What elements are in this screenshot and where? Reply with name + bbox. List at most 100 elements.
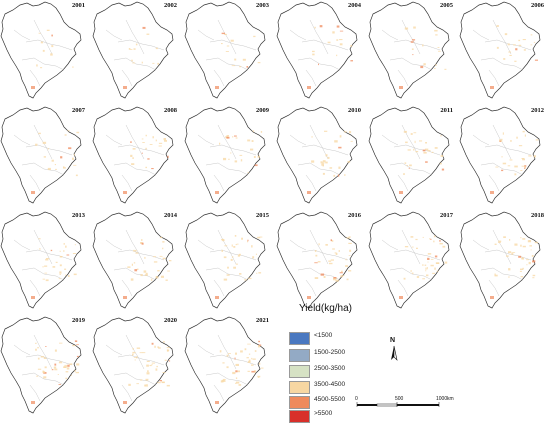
yield-pixel <box>251 364 254 366</box>
map-outline <box>0 1 82 99</box>
yield-pixel <box>219 350 222 353</box>
yield-pixel <box>516 136 518 139</box>
yield-pixel <box>426 274 429 277</box>
yield-pixel <box>429 238 431 240</box>
yield-pixel <box>338 146 342 149</box>
yield-pixel <box>239 273 242 275</box>
yield-pixel <box>50 53 53 56</box>
internal-border <box>397 69 409 87</box>
yield-pixel <box>520 170 523 171</box>
yield-pixel <box>350 45 353 47</box>
yield-pixel <box>339 39 343 41</box>
internal-border <box>297 57 341 71</box>
legend-swatch <box>289 396 310 409</box>
yield-pixel <box>44 265 48 267</box>
yield-pixel <box>63 243 65 245</box>
yield-pixel <box>522 158 525 161</box>
yield-pixel <box>235 244 238 246</box>
yield-pixel <box>231 65 236 67</box>
yield-pixel <box>38 238 41 240</box>
region-boundary <box>276 211 358 309</box>
yield-pixel <box>223 278 228 281</box>
yield-pixel <box>141 152 143 154</box>
year-label: 2018 <box>531 212 544 219</box>
yield-pixel <box>520 268 523 270</box>
yield-pixel <box>346 237 350 239</box>
yield-pixel <box>47 148 49 150</box>
map-outline <box>368 211 450 309</box>
internal-border <box>309 229 329 265</box>
yield-pixel <box>57 374 59 375</box>
yield-pixel <box>339 43 343 46</box>
north-arrow-icon <box>391 345 398 361</box>
yield-pixel <box>162 257 166 260</box>
yield-pixel <box>149 144 153 145</box>
yield-pixel <box>335 252 338 255</box>
legend-swatch <box>289 381 310 394</box>
yield-pixel <box>47 167 51 171</box>
yield-pixel <box>344 131 347 133</box>
yield-pixel <box>416 247 418 249</box>
yield-pixel <box>399 86 403 89</box>
year-label: 2015 <box>256 212 269 219</box>
yield-pixel <box>159 255 163 257</box>
yield-pixel <box>40 41 44 44</box>
year-label: 2013 <box>72 212 85 219</box>
yield-pixel <box>324 130 328 132</box>
yield-pixel <box>239 66 242 68</box>
region-boundary <box>368 211 450 309</box>
yield-pixel <box>253 35 256 38</box>
yield-pixel <box>247 361 251 363</box>
internal-border <box>13 239 31 251</box>
map-panel: 2017 <box>368 210 459 313</box>
yield-pixel <box>529 245 532 247</box>
map-outline <box>184 1 266 99</box>
yield-pixel <box>522 267 524 270</box>
yield-pixel <box>31 296 35 299</box>
yield-pixel <box>409 164 412 167</box>
yield-pixel <box>343 274 345 277</box>
yield-pixel <box>339 30 344 32</box>
yield-pixel <box>530 34 533 36</box>
yield-pixel <box>325 244 328 246</box>
yield-pixel <box>123 401 127 404</box>
region-boundary <box>0 211 82 309</box>
legend-label: 2500-3500 <box>314 365 346 372</box>
yield-pixel <box>226 135 229 137</box>
yield-pixel <box>490 86 494 89</box>
yield-pixel <box>215 86 219 89</box>
yield-pixel <box>514 243 518 246</box>
yield-pixel <box>59 274 61 275</box>
yield-pixel <box>63 250 65 252</box>
yield-pixel <box>151 278 153 281</box>
map-outline <box>459 1 541 99</box>
yield-pixel <box>425 270 427 272</box>
yield-pixel <box>333 277 337 279</box>
internal-border <box>472 29 490 41</box>
yield-pixel <box>430 258 434 260</box>
yield-pixel <box>157 270 160 272</box>
yield-pixel <box>501 138 503 140</box>
yield-pixel <box>314 277 319 279</box>
yield-pixel <box>45 346 47 347</box>
yield-pixel <box>40 356 45 358</box>
yield-pixel <box>519 270 522 272</box>
internal-border <box>25 249 73 261</box>
internal-border <box>213 384 225 402</box>
yield-pixel <box>422 44 424 47</box>
map-outline <box>0 316 82 414</box>
yield-pixel <box>228 353 231 354</box>
yield-pixel <box>329 262 333 265</box>
yield-pixel <box>64 134 67 136</box>
internal-border <box>121 174 133 192</box>
yield-pixel <box>431 151 434 153</box>
yield-pixel <box>215 191 219 194</box>
internal-border <box>488 69 500 87</box>
yield-pixel <box>54 349 57 352</box>
internal-border <box>205 57 249 71</box>
yield-pixel <box>141 61 143 64</box>
yield-pixel <box>430 238 432 240</box>
yield-pixel <box>314 250 317 252</box>
yield-pixel <box>434 147 438 149</box>
yield-pixel <box>70 375 73 376</box>
